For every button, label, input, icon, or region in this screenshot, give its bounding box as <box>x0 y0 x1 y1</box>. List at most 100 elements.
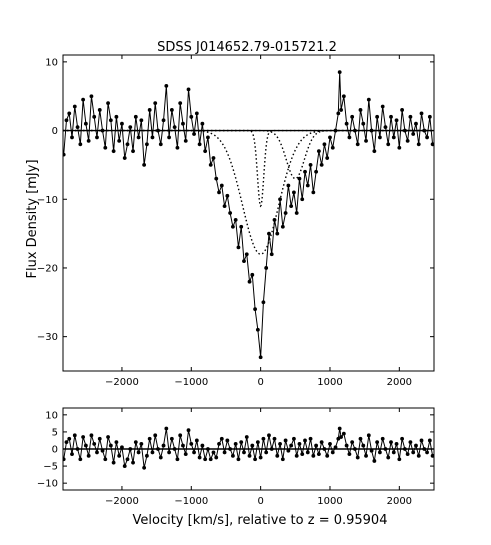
data-point <box>391 135 396 140</box>
data-point <box>63 457 66 462</box>
data-point <box>78 142 83 147</box>
x-axis-label: Velocity [km/s], relative to z = 0.95904 <box>133 513 388 528</box>
data-point <box>319 440 324 445</box>
chart-title: SDSS J014652.79-015721.2 <box>157 40 337 55</box>
data-point <box>244 435 249 439</box>
data-point <box>394 118 399 123</box>
data-point <box>95 450 99 455</box>
data-point <box>389 440 393 445</box>
data-point <box>167 135 172 140</box>
data-point <box>397 145 402 150</box>
data-point <box>353 128 357 133</box>
data-point <box>147 108 152 112</box>
data-point <box>358 436 363 441</box>
data-point <box>106 101 110 105</box>
data-point <box>95 135 99 140</box>
data-point <box>156 447 160 451</box>
data-point <box>427 438 432 443</box>
data-point <box>128 447 133 451</box>
data-point <box>203 149 208 154</box>
data-point <box>261 436 266 441</box>
data-point <box>366 97 371 102</box>
data-point <box>139 118 144 123</box>
data-point <box>380 436 385 441</box>
y-tick-label: −5 <box>43 462 58 473</box>
data-point <box>70 135 74 140</box>
data-point <box>316 149 321 154</box>
data-point <box>161 443 166 448</box>
data-point <box>242 450 246 455</box>
data-point <box>217 441 221 446</box>
data-point <box>289 443 294 448</box>
data-point <box>186 428 191 433</box>
x-tick-label: −1000 <box>174 377 208 388</box>
y-tick-label: 0 <box>52 445 58 456</box>
data-point <box>197 455 202 460</box>
data-point <box>181 443 185 448</box>
data-point <box>120 121 124 126</box>
data-point <box>189 114 194 119</box>
data-point <box>319 163 324 167</box>
data-point <box>153 433 158 438</box>
data-point <box>292 190 296 195</box>
data-point <box>244 252 249 257</box>
residual-panel: −2000 −1000 0 1000 2000 10 5 0 −5 −10 <box>37 407 435 507</box>
data-point <box>131 460 135 465</box>
data-point <box>247 453 252 458</box>
data-point <box>405 138 410 143</box>
data-point <box>136 135 141 140</box>
data-point <box>255 440 260 445</box>
data-point <box>97 436 102 441</box>
data-point <box>83 121 88 126</box>
data-point <box>400 436 404 441</box>
data-point <box>208 457 213 462</box>
data-point <box>136 450 141 455</box>
data-point <box>350 440 355 445</box>
data-point <box>294 211 299 215</box>
data-point <box>337 70 342 75</box>
data-point <box>272 217 277 222</box>
data-point <box>114 440 119 445</box>
data-point <box>305 450 310 455</box>
data-point <box>267 231 271 236</box>
data-point <box>183 452 188 457</box>
x-tick-label: 1000 <box>317 377 342 388</box>
data-point <box>308 163 313 167</box>
data-point <box>430 142 434 147</box>
data-point <box>231 453 235 458</box>
data-point <box>153 101 158 105</box>
data-point <box>111 149 116 154</box>
data-point <box>303 169 307 174</box>
data-point <box>200 443 205 448</box>
data-point <box>305 183 310 188</box>
data-point <box>100 128 105 133</box>
data-point <box>427 114 432 119</box>
data-point <box>192 132 196 136</box>
data-point <box>81 435 86 439</box>
data-point <box>414 121 418 126</box>
data-point <box>175 145 180 150</box>
data-point <box>111 460 116 465</box>
data-point <box>178 433 183 438</box>
y-tick-label: 5 <box>52 427 58 438</box>
data-point <box>344 121 349 126</box>
data-point <box>353 447 357 451</box>
data-point <box>280 457 285 462</box>
data-point <box>369 448 374 453</box>
data-point <box>419 111 424 116</box>
data-point <box>81 97 86 102</box>
data-point <box>380 104 385 109</box>
data-point <box>117 453 122 458</box>
data-point <box>133 440 138 445</box>
series-line <box>63 428 434 468</box>
data-point <box>164 84 169 88</box>
data-point <box>150 135 155 140</box>
data-point <box>322 142 327 147</box>
data-point <box>297 441 302 446</box>
data-point <box>391 450 396 455</box>
x-tick-label: 0 <box>257 496 263 507</box>
data-point <box>361 443 366 448</box>
data-point <box>89 94 94 99</box>
data-point <box>189 441 194 446</box>
data-point <box>92 114 97 119</box>
